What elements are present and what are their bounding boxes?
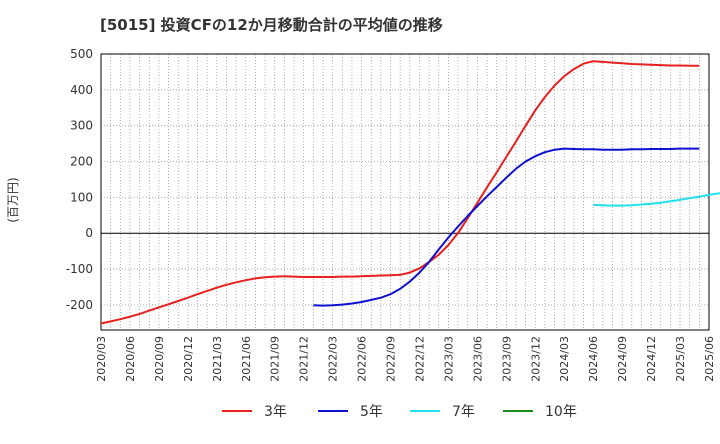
legend: 3年 5年 7年 10年 [222,404,577,420]
x-tick-label: 2023/09 [500,336,513,382]
x-tick-label: 2023/12 [529,336,542,382]
y-tick-label: 100 [70,190,93,204]
y-tick-label: 200 [70,155,93,169]
legend-label: 10年 [545,404,577,420]
x-tick-label: 2022/12 [413,336,426,382]
y-axis-label: (百万円) [6,177,20,222]
y-tick-label: -200 [66,298,93,312]
series-line-5年 [313,147,700,307]
plot-frame [100,53,710,331]
chart-title: [5015] 投資CFの12か月移動合計の平均値の推移 [100,16,443,34]
x-tick-label: 2024/06 [587,336,600,382]
x-tick-label: 2021/03 [211,336,224,382]
series-line-7年 [593,192,720,207]
y-tick-label: 0 [85,226,93,240]
x-tick-label: 2022/09 [385,336,398,382]
axis-layer: 500 400 300 200 100 0 -100 -200 2020/03 2020/06 20… [66,47,716,382]
x-tick-label: 2020/12 [182,336,195,382]
x-tick-label: 2024/12 [645,336,658,382]
grid-layer [101,53,709,330]
x-tick-label: 2023/03 [442,336,455,382]
legend-label: 7年 [452,404,475,420]
series-line-3年 [100,60,700,325]
x-tick-label: 2025/03 [674,336,687,382]
y-tick-label: 300 [70,119,93,133]
x-tick-label: 2022/03 [327,336,340,382]
x-tick-label: 2024/03 [558,336,571,382]
x-tick-label: 2024/09 [616,336,629,382]
x-tick-label: 2021/12 [298,336,311,382]
legend-label: 5年 [360,404,383,420]
y-tick-label: 500 [70,47,93,61]
y-tick-label: -100 [66,262,93,276]
x-tick-label: 2020/03 [95,336,108,382]
series-layer [100,60,720,325]
x-tick-label: 2020/09 [153,336,166,382]
legend-label: 3年 [264,404,287,420]
x-tick-label: 2021/09 [269,336,282,382]
x-tick-label: 2022/06 [356,336,369,382]
x-tick-label: 2020/06 [124,336,137,382]
x-tick-label: 2025/06 [703,336,716,382]
plot-area [101,54,709,330]
x-tick-label: 2021/06 [240,336,253,382]
x-tick-label: 2023/06 [471,336,484,382]
y-tick-label: 400 [70,83,93,97]
